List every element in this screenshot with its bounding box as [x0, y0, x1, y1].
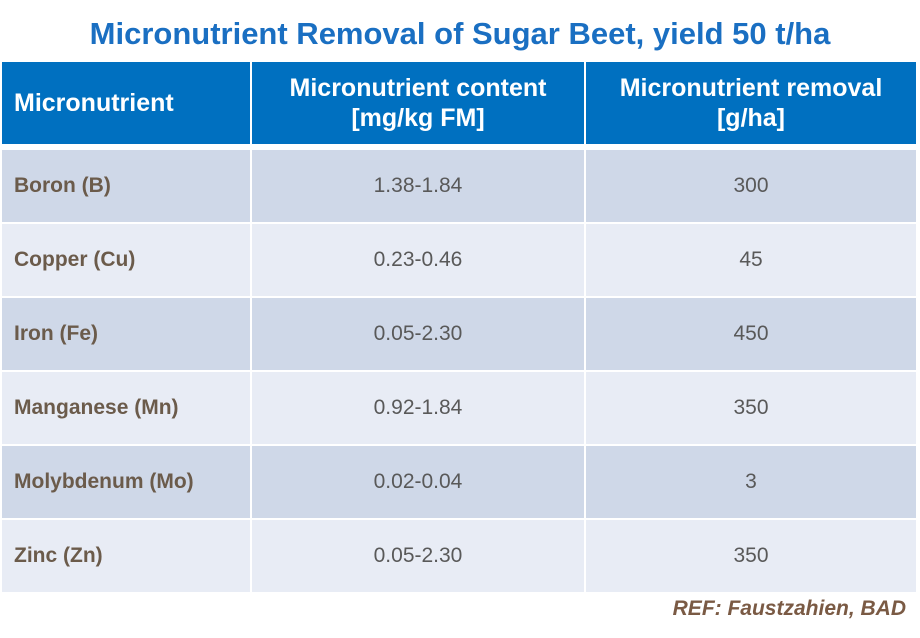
table-cell: 0.92-1.84: [252, 372, 584, 444]
header-cell: Micronutrient content [mg/kg FM]: [252, 62, 584, 144]
row-label: Boron (B): [2, 150, 250, 222]
table-cell: 0.05-2.30: [252, 520, 584, 592]
table-cell: 0.23-0.46: [252, 224, 584, 296]
table-cell: 1.38-1.84: [252, 150, 584, 222]
header-cell: Micronutrient removal [g/ha]: [586, 62, 916, 144]
table-cell: 3: [586, 446, 916, 518]
row-label: Copper (Cu): [2, 224, 250, 296]
footer: REF: Faustzahien, BAD: [672, 597, 906, 620]
row-label: Iron (Fe): [2, 298, 250, 370]
table-cell: 0.02-0.04: [252, 446, 584, 518]
row-label: Manganese (Mn): [2, 372, 250, 444]
table-cell: 450: [586, 298, 916, 370]
table-cell: 0.05-2.30: [252, 298, 584, 370]
table-cell: 350: [586, 520, 916, 592]
row-label: Zinc (Zn): [2, 520, 250, 592]
table-cell: 45: [586, 224, 916, 296]
table: Micronutrient Micronutrient content [mg/k…: [2, 62, 916, 592]
table-cell: 350: [586, 372, 916, 444]
table-cell: 300: [586, 150, 916, 222]
row-label: Molybdenum (Mo): [2, 446, 250, 518]
header-cell: Micronutrient: [2, 62, 250, 144]
title: Micronutrient Removal of Sugar Beet, yie…: [89, 16, 831, 51]
